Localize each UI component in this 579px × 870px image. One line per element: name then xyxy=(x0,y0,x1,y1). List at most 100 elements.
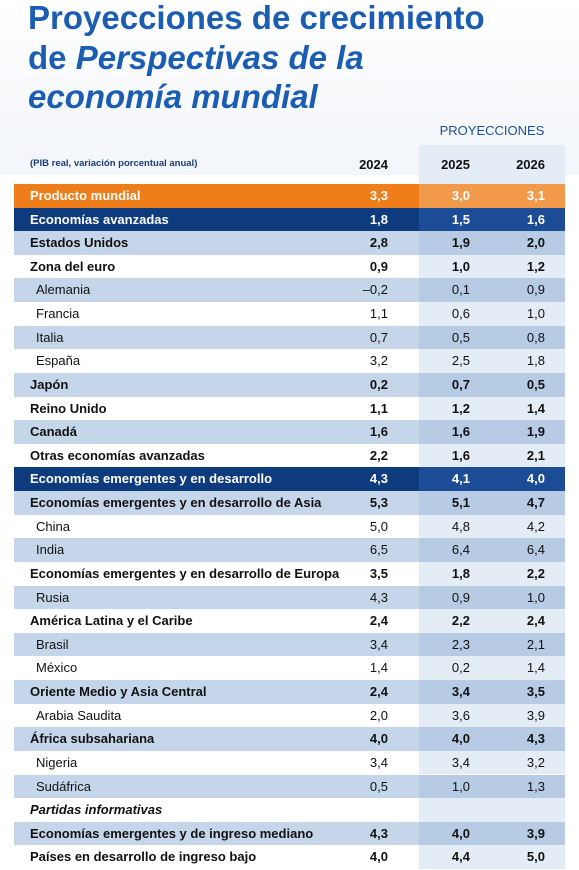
row-value: 0,5 xyxy=(451,329,470,345)
row-value: 1,1 xyxy=(369,306,388,322)
projection-cell-background xyxy=(419,774,565,799)
row-label: Economías emergentes y de ingreso median… xyxy=(30,825,314,841)
row-value: 0,7 xyxy=(369,329,388,345)
row-value: 1,5 xyxy=(451,211,470,227)
table-row: Economías emergentes y de ingreso median… xyxy=(14,821,565,846)
row-value: 3,4 xyxy=(451,684,470,700)
projection-cell-background xyxy=(419,325,565,350)
projection-cell-background xyxy=(419,727,565,751)
table-row: Francia 1,1 0,6 1,0 xyxy=(14,302,565,326)
row-value: 3,4 xyxy=(369,754,388,770)
row-value: 2,1 xyxy=(526,447,545,463)
row-label: China xyxy=(36,518,70,534)
row-label: Zona del euro xyxy=(30,258,116,274)
projection-cell-background xyxy=(419,443,565,468)
row-label: Economías emergentes y en desarrollo de … xyxy=(30,565,340,581)
table-row: África subsahariana 4,0 4,0 4,3 xyxy=(14,727,565,751)
row-label: Estados Unidos xyxy=(30,235,129,251)
row-value: 1,4 xyxy=(526,400,545,416)
row-label: Otras economías avanzadas xyxy=(30,447,205,463)
row-label: Economías emergentes y en desarrollo xyxy=(30,471,273,487)
row-value: 1,2 xyxy=(451,400,470,416)
row-value: 4,2 xyxy=(526,518,545,534)
row-value: 4,0 xyxy=(369,731,388,747)
row-value: 3,6 xyxy=(451,707,470,723)
row-label: Francia xyxy=(36,306,80,322)
row-value: 6,4 xyxy=(526,542,545,558)
row-value: 1,8 xyxy=(369,211,388,227)
row-value: 2,8 xyxy=(369,235,388,251)
projection-cell-background xyxy=(419,703,565,728)
row-value: 4,3 xyxy=(369,589,388,605)
projection-cell-background xyxy=(419,420,565,444)
row-value: –0,2 xyxy=(362,282,388,298)
title-line: economía mundial xyxy=(28,78,318,115)
row-label: México xyxy=(36,660,78,676)
row-value: 1,0 xyxy=(451,778,470,794)
projection-cell-background xyxy=(419,632,565,657)
row-value: 1,1 xyxy=(369,400,388,416)
row-label: India xyxy=(36,542,65,558)
row-value: 0,2 xyxy=(369,376,388,392)
row-label: Países en desarrollo de ingreso bajo xyxy=(30,849,257,865)
row-value: 3,9 xyxy=(526,825,545,841)
projection-cell-background xyxy=(419,207,565,232)
row-value: 4,0 xyxy=(369,849,388,865)
table-row: Japón 0,2 0,7 0,5 xyxy=(14,372,565,397)
row-value: 4,1 xyxy=(451,471,470,487)
row-value: 3,9 xyxy=(526,707,545,723)
row-label: Economías emergentes y en desarrollo de … xyxy=(30,495,322,511)
projection-cell-background xyxy=(419,821,565,846)
projection-cell-background xyxy=(419,372,565,397)
row-label: Reino Unido xyxy=(30,400,107,416)
row-value: 5,3 xyxy=(369,495,388,511)
row-value: 1,9 xyxy=(451,235,470,251)
row-value: 6,5 xyxy=(369,542,388,558)
row-value: 5,0 xyxy=(526,849,545,865)
projection-cell-background xyxy=(419,656,565,680)
projection-cell-background xyxy=(419,561,565,586)
column-header: 2025 xyxy=(441,157,470,172)
table-row: Arabia Saudita 2,0 3,6 3,9 xyxy=(14,703,565,728)
row-value: 3,4 xyxy=(369,636,388,652)
row-label: Oriente Medio y Asia Central xyxy=(30,684,207,700)
projection-cell-background xyxy=(419,680,565,704)
projection-cell-background xyxy=(419,491,565,515)
table-row: España 3,2 2,5 1,8 xyxy=(14,349,565,373)
row-value: 1,6 xyxy=(451,424,470,440)
row-value: 2,2 xyxy=(369,447,388,463)
row-label: Producto mundial xyxy=(30,188,141,203)
projection-cell-background xyxy=(419,609,565,633)
row-value: 4,0 xyxy=(451,825,470,841)
table-row: Países en desarrollo de ingreso bajo 4,0 4… xyxy=(14,845,565,869)
row-value: 3,3 xyxy=(369,188,388,203)
row-value: 4,7 xyxy=(526,495,545,511)
row-value: 5,1 xyxy=(451,495,470,511)
row-value: 0,6 xyxy=(451,306,470,322)
projection-cell-background xyxy=(419,396,565,421)
row-value: 3,2 xyxy=(369,353,388,369)
row-value: 2,0 xyxy=(526,235,545,251)
row-value: 4,3 xyxy=(526,731,545,747)
row-value: 1,8 xyxy=(451,565,470,581)
table-row: México 1,4 0,2 1,4 xyxy=(14,656,565,680)
table-row: Reino Unido 1,1 1,2 1,4 xyxy=(14,396,565,421)
projection-header-background xyxy=(419,145,565,184)
row-value: 1,0 xyxy=(526,306,545,322)
row-value: 4,3 xyxy=(369,825,388,841)
table-row: Partidas informativas xyxy=(14,798,565,822)
row-label: Japón xyxy=(30,376,69,392)
row-value: 3,4 xyxy=(451,754,470,770)
title-italic: Perspectivas de la xyxy=(75,39,364,76)
row-label: Arabia Saudita xyxy=(36,707,122,723)
row-value: 1,0 xyxy=(526,589,545,605)
table-row: India 6,5 6,4 6,4 xyxy=(14,538,565,562)
projections-label: PROYECCIONES xyxy=(439,123,545,138)
table-row: Zona del euro 0,9 1,0 1,2 xyxy=(14,254,565,279)
table-row: América Latina y el Caribe 2,4 2,2 2,4 xyxy=(14,609,565,633)
table-row: Brasil 3,4 2,3 2,1 xyxy=(14,632,565,657)
row-value: 1,3 xyxy=(526,778,545,794)
table-row: Sudáfrica 0,5 1,0 1,3 xyxy=(14,774,565,799)
column-header: 2026 xyxy=(516,157,545,172)
